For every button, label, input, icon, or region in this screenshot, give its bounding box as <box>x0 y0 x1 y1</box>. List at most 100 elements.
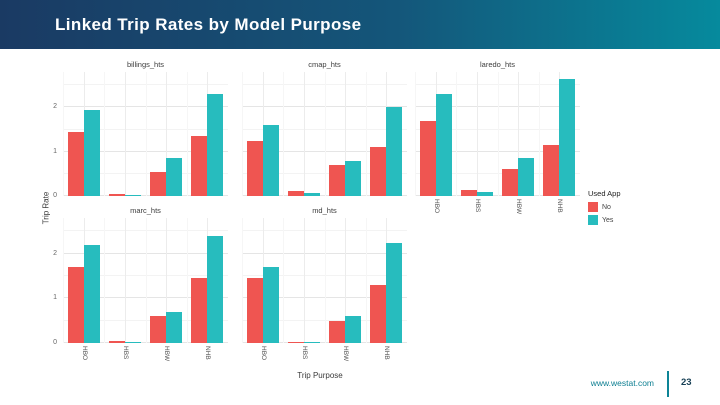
x-axis-label: HBS <box>473 199 481 213</box>
gridline-vertical-minor <box>283 218 285 343</box>
bar-billings_hts-NHB-Yes <box>207 94 224 196</box>
bar-laredo_hts-NHB-No <box>543 145 560 196</box>
x-axis-labels-marc_hts: HBO HBS HBW NHB <box>63 345 228 385</box>
y-axis-tick-label: 1 <box>53 294 57 302</box>
x-axis-title: Trip Purpose <box>297 371 343 380</box>
gridline-vertical-minor <box>324 218 326 343</box>
gridline-vertical-minor <box>104 218 106 343</box>
bar-laredo_hts-HBO-No <box>419 120 436 196</box>
facet-strip-laredo_hts: laredo_hts <box>479 60 516 69</box>
facet-panel-billings_hts <box>63 72 228 196</box>
bar-marc_hts-HBS-No <box>108 340 125 343</box>
slide-header: Linked Trip Rates by Model Purpose <box>0 0 720 49</box>
gridline-vertical-minor <box>283 72 285 196</box>
bar-marc_hts-NHB-Yes <box>207 235 224 343</box>
bar-md_hts-NHB-No <box>370 284 387 343</box>
bar-billings_hts-HBS-Yes <box>124 195 141 196</box>
bar-cmap_hts-HBW-Yes <box>345 160 362 196</box>
legend: Used App No Yes <box>588 189 621 228</box>
bar-laredo_hts-NHB-Yes <box>559 78 576 196</box>
bar-laredo_hts-HBO-Yes <box>435 94 452 196</box>
bar-cmap_hts-NHB-Yes <box>386 107 403 196</box>
gridline-vertical-minor <box>538 72 540 196</box>
gridline-vertical <box>303 72 305 196</box>
facet-panel-cmap_hts <box>242 72 407 196</box>
x-axis-label: HBW <box>515 199 523 215</box>
gridline-vertical-minor <box>242 72 243 196</box>
facet-panel-laredo_hts <box>415 72 580 196</box>
legend-title: Used App <box>588 189 621 198</box>
y-axis-tick-label: 0 <box>53 192 57 199</box>
gridline-vertical <box>476 72 478 196</box>
facet-panel-marc_hts <box>63 218 228 343</box>
bar-laredo_hts-HBS-Yes <box>476 191 493 196</box>
footer-divider <box>667 371 669 397</box>
x-axis-label: NHB <box>204 346 212 360</box>
gridline-vertical-minor <box>456 72 458 196</box>
bar-cmap_hts-HBW-No <box>329 165 346 196</box>
bar-md_hts-HBO-No <box>246 278 263 343</box>
page-number: 23 <box>681 377 692 388</box>
bar-billings_hts-HBO-No <box>67 131 84 196</box>
bar-laredo_hts-HBW-Yes <box>518 158 535 196</box>
bar-laredo_hts-HBW-No <box>502 169 519 196</box>
bar-billings_hts-HBS-No <box>108 193 125 196</box>
gridline-vertical-minor <box>186 72 188 196</box>
x-axis-label: HBO <box>259 346 267 361</box>
gridline-vertical <box>345 218 347 343</box>
legend-label-yes: Yes <box>602 216 614 224</box>
bar-md_hts-HBW-No <box>329 320 346 343</box>
bar-billings_hts-NHB-No <box>191 136 208 196</box>
x-axis-label: HBW <box>342 346 350 362</box>
bar-md_hts-HBS-Yes <box>303 341 320 343</box>
y-axis-tick-label: 1 <box>53 147 57 155</box>
gridline-vertical-minor <box>63 72 64 196</box>
bar-billings_hts-HBO-Yes <box>83 109 100 196</box>
bar-cmap_hts-NHB-No <box>370 147 387 196</box>
footer-website-link[interactable]: www.westat.com <box>590 378 654 388</box>
facet-strip-billings_hts: billings_hts <box>126 60 165 69</box>
x-axis-labels-md_hts: HBO HBS HBW NHB <box>242 345 407 385</box>
bar-marc_hts-HBS-Yes <box>124 342 141 343</box>
bar-cmap_hts-HBO-Yes <box>262 125 279 196</box>
bar-marc_hts-HBO-No <box>67 267 84 343</box>
gridline-vertical-minor <box>365 72 367 196</box>
bar-cmap_hts-HBS-Yes <box>303 193 320 196</box>
x-axis-label: NHB <box>383 346 391 360</box>
gridline-vertical <box>166 72 168 196</box>
gridline-vertical <box>166 218 168 343</box>
gridline-vertical-minor <box>242 218 243 343</box>
facet-strip-marc_hts: marc_hts <box>130 206 161 215</box>
gridline-vertical-minor <box>104 72 106 196</box>
y-axis-tick-label: 2 <box>53 249 57 257</box>
gridline-vertical-minor <box>145 218 147 343</box>
gridline-vertical-minor <box>324 72 326 196</box>
legend-swatch-no <box>588 202 598 212</box>
x-axis-label: HBO <box>432 199 440 214</box>
bar-billings_hts-HBW-Yes <box>166 158 183 196</box>
gridline-vertical <box>345 72 347 196</box>
gridline-vertical <box>124 218 126 343</box>
bar-md_hts-HBS-No <box>287 341 304 343</box>
gridline-vertical-minor <box>145 72 147 196</box>
gridline-vertical-minor <box>63 218 64 343</box>
bar-md_hts-NHB-Yes <box>386 242 403 343</box>
gridline-vertical <box>303 218 305 343</box>
bar-marc_hts-HBW-No <box>150 316 167 343</box>
legend-swatch-yes <box>588 215 598 225</box>
bar-marc_hts-NHB-No <box>191 278 208 343</box>
bar-marc_hts-HBW-Yes <box>166 311 183 343</box>
x-axis-labels-laredo_hts: HBO HBS HBW NHB <box>415 198 580 238</box>
legend-item-no: No <box>588 202 621 212</box>
bar-cmap_hts-HBO-No <box>246 140 263 196</box>
bar-marc_hts-HBO-Yes <box>83 244 100 343</box>
y-axis-tick-label: 2 <box>53 103 57 111</box>
bar-md_hts-HBO-Yes <box>262 267 279 343</box>
gridline-vertical-minor <box>186 218 188 343</box>
bar-cmap_hts-HBS-No <box>287 190 304 196</box>
x-axis-label: HBO <box>80 346 88 361</box>
x-axis-label: HBW <box>163 346 171 362</box>
x-axis-label: HBS <box>121 346 129 360</box>
